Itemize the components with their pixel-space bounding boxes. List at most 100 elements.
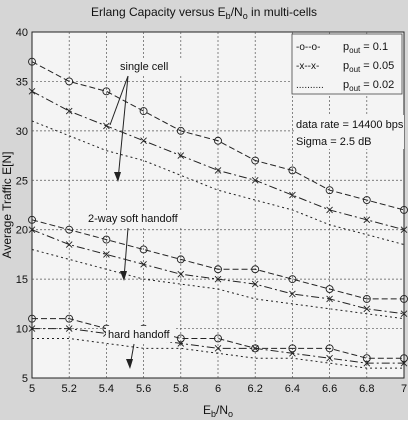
data-point-stroke [214,275,222,283]
data-point [65,314,74,323]
data-point-stroke [363,359,371,367]
y-tick-label: 40 [16,27,28,39]
y-tick-label: 5 [22,373,28,385]
y-tick-label: 35 [16,76,28,88]
legend-label-1: pout = 0.1 [343,41,388,55]
y-tick-label: 30 [16,126,28,138]
data-point-stroke [251,280,259,288]
data-point-stroke [214,167,222,174]
chart-title: Erlang Capacity versus Eb/No in multi-ce… [91,5,317,21]
data-point [325,186,334,195]
legend-marker-1: -o--o- [296,42,320,53]
data-point-stroke [326,354,333,362]
data-point-stroke [28,226,36,234]
soft-handoff-arrow [123,227,129,279]
y-tick-label: 15 [16,274,28,286]
data-point [288,344,297,353]
data-point [176,126,185,135]
data-point [102,235,111,244]
data-point [177,340,185,347]
x-tick-label: 7 [401,383,407,395]
data-point [65,225,74,234]
data-point-stroke [363,305,371,313]
data-point [363,359,371,367]
data-point-stroke [177,152,185,159]
data-point [177,270,185,278]
y-tick-label: 20 [16,225,28,237]
data-point [325,285,334,293]
data-point-stroke [65,241,73,248]
series-line-9 [32,337,404,369]
data-point [28,325,36,332]
data-point [251,176,259,184]
single-cell-arrow [109,75,129,126]
data-point-stroke [140,137,147,145]
legend-marker-2: -x--x- [296,61,319,72]
data-point [288,275,297,284]
data-point-stroke [289,349,296,357]
data-point [363,216,371,224]
data-point [326,354,333,362]
data-point-stroke [65,325,73,332]
data-point [289,349,296,357]
y-tick-label: 25 [16,175,28,187]
data-point [65,241,73,248]
y-tick-label: 10 [16,324,28,336]
data-point-stroke [289,290,296,298]
data-point [362,196,371,205]
data-point [326,206,333,214]
data-point [103,122,110,130]
y-axis-label: Average Traffic E[N] [0,152,14,259]
data-point-stroke [251,345,259,352]
data-point [400,359,408,367]
data-point [214,275,222,283]
single-cell-arrow-2 [117,75,129,181]
soft-handoff-label-bg [86,210,192,226]
legend-marker-3: .......... [296,80,324,91]
x-tick-label: 5.6 [136,383,151,395]
data-point [362,294,371,303]
series-line-4 [31,219,404,300]
data-point [28,87,36,95]
data-point [177,152,185,159]
data-rate-bg [294,115,404,149]
data-point-stroke [28,325,36,332]
data-point [325,344,334,353]
data-point-stroke [103,251,110,258]
data-point [214,167,222,174]
data-point [65,77,74,86]
hard-handoff-arrowhead [126,359,133,369]
series-line-3 [31,120,405,246]
data-point [140,260,147,268]
data-point-stroke [177,270,185,278]
data-point-stroke [28,87,36,95]
x-axis-label: Eb/No [203,403,233,419]
data-point [28,57,36,66]
data-point-stroke [103,122,110,130]
data-point-stroke [214,345,222,352]
data-point [400,226,408,234]
data-point [140,137,147,145]
data-point [139,107,148,116]
data-point [289,290,296,298]
x-tick-label: 5.4 [99,383,114,395]
hard-handoff-label-bg [106,326,174,342]
data-point [103,251,110,258]
data-point-stroke [251,176,259,184]
data-point [214,136,222,145]
data-point-stroke [289,191,296,199]
data-point [65,325,73,332]
data-point [400,310,408,318]
data-point [176,334,185,343]
single-cell-label-bg [118,58,190,74]
data-point-stroke [177,340,185,347]
data-point [139,245,148,254]
data-point [289,191,296,199]
data-point-stroke [65,107,73,115]
soft-handoff-label: 2-way soft handoff [88,213,179,225]
ticks: 5 5.2 5.4 5.6 5.8 6 6.2 6.4 6.6 6.8 7 5 10 15 20 25 30 35… [16,27,407,395]
data-point [214,345,222,352]
legend-label-2: pout = 0.05 [343,60,394,74]
data-point [251,265,260,274]
